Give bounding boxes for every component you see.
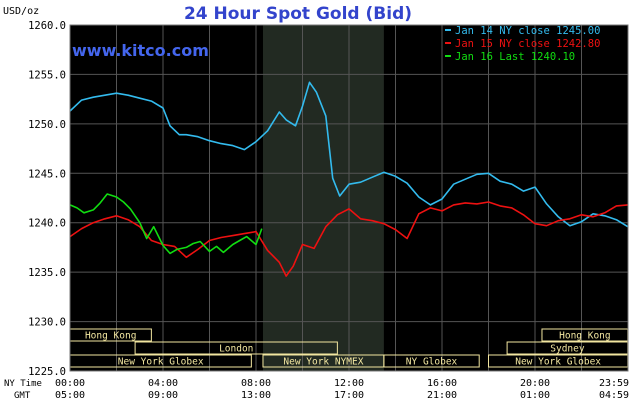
y-tick-label: 1240.0 — [28, 218, 66, 230]
session-label: New York Globex — [118, 357, 204, 368]
legend-entry: Jan 15 NY close 1242.80 — [455, 38, 600, 50]
kitco-watermark: www.kitco.com — [72, 41, 209, 60]
session-label: Hong Kong — [559, 331, 610, 342]
session-label: New York NYMEX — [283, 357, 363, 368]
y-tick-label: 1255.0 — [28, 69, 66, 81]
session-bar — [134, 341, 338, 355]
series-line — [69, 201, 628, 277]
legend-entry: Jan 16 Last 1240.10 — [455, 51, 575, 63]
x-tick-label-gmt: 04:59 — [599, 390, 629, 401]
chart-title: 24 Hour Spot Gold (Bid) — [184, 4, 412, 24]
series-lines — [69, 81, 629, 277]
x-tick-label-gmt: 17:00 — [334, 390, 364, 401]
x-tick-label-gmt: 09:00 — [148, 390, 178, 401]
x-tick-label-gmt: 05:00 — [55, 390, 85, 401]
y-tick-label: 1225.0 — [28, 366, 66, 378]
y-tick-label: 1235.0 — [28, 267, 66, 279]
series-line — [69, 193, 263, 255]
session-label: Sydney — [550, 344, 585, 355]
y-axis-tick-labels: 1260.0 1255.0 1250.0 1245.0 1240.0 1235.0 1230… — [28, 20, 66, 378]
x-tick-label-ny: 08:00 — [241, 378, 271, 389]
y-tick-label: 1260.0 — [28, 20, 66, 32]
x-tick-label-ny: 12:00 — [334, 378, 364, 389]
session-label: New York Globex — [515, 357, 601, 368]
x-tick-label-ny: 00:00 — [55, 378, 85, 389]
y-axis-label: USD/oz — [3, 6, 39, 17]
x-tick-label-ny: 23:59 — [599, 378, 629, 389]
x-tick-label-ny: 04:00 — [148, 378, 178, 389]
legend-entry: Jan 14 NY close 1245.00 — [455, 25, 600, 37]
series-line — [69, 81, 629, 228]
session-label: London — [219, 344, 253, 355]
gmt-axis-name: GMT — [14, 391, 31, 401]
x-tick-label-ny: 20:00 — [520, 378, 550, 389]
nymex-session-shading — [262, 25, 384, 371]
session-label: Hong Kong — [85, 331, 136, 342]
y-tick-label: 1245.0 — [28, 168, 66, 180]
y-tick-label: 1230.0 — [28, 317, 66, 329]
x-tick-label-gmt: 21:00 — [427, 390, 457, 401]
x-tick-label-ny: 16:00 — [427, 378, 457, 389]
timestamp: January 16, 2014 08:31 — [458, 12, 597, 24]
session-bar — [383, 354, 480, 368]
x-tick-label-gmt: 13:00 — [241, 390, 271, 401]
y-tick-label: 1250.0 — [28, 119, 66, 131]
ny-time-axis-name: NY Time — [4, 379, 42, 389]
session-label: NY Globex — [406, 357, 458, 368]
x-tick-label-gmt: 01:00 — [520, 390, 550, 401]
plot-border — [69, 24, 629, 372]
